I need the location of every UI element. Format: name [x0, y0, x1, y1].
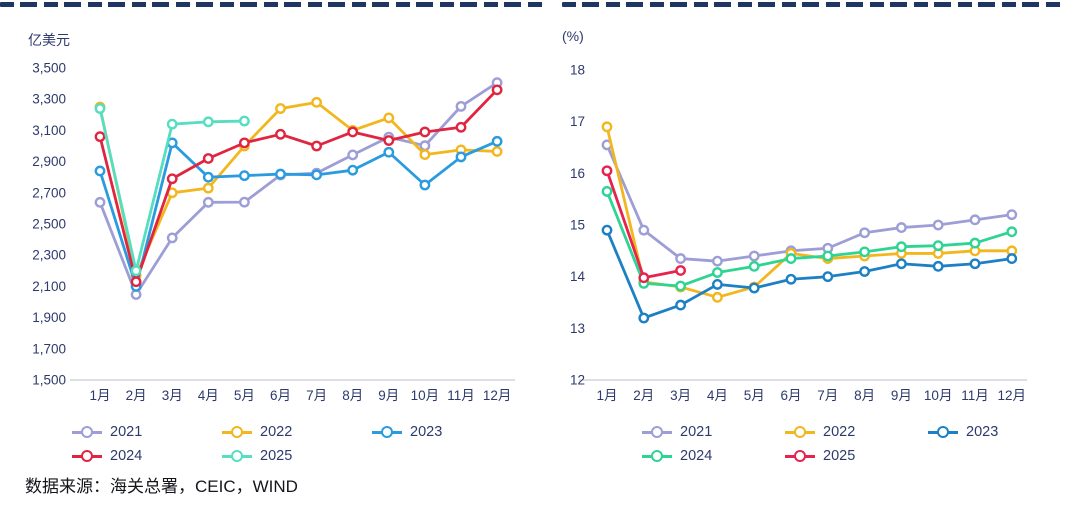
- legend-item-2025: 2025: [222, 448, 372, 464]
- legend-label: 2023: [966, 424, 999, 440]
- svg-text:2,300: 2,300: [32, 248, 66, 263]
- svg-text:7月: 7月: [817, 388, 838, 403]
- legend-item-2023: 2023: [372, 424, 522, 440]
- legend-ring-icon: [794, 426, 806, 438]
- svg-text:13: 13: [570, 321, 585, 336]
- legend-line-marker-icon: [785, 450, 815, 462]
- legend-ring-icon: [381, 426, 393, 438]
- legend-label: 2021: [680, 424, 713, 440]
- svg-text:18: 18: [570, 63, 585, 78]
- svg-text:3,500: 3,500: [32, 61, 66, 76]
- svg-text:2,900: 2,900: [32, 154, 66, 169]
- legend-line-marker-icon: [928, 426, 958, 438]
- svg-text:9月: 9月: [891, 388, 912, 403]
- legend-item-2021: 2021: [642, 424, 785, 440]
- svg-text:5月: 5月: [234, 388, 255, 403]
- svg-text:1月: 1月: [89, 388, 110, 403]
- svg-text:5月: 5月: [744, 388, 765, 403]
- legend-left-chart: 2021 2022 2023 2024 2025: [72, 424, 522, 472]
- legend-line-marker-icon: [785, 426, 815, 438]
- svg-text:3,100: 3,100: [32, 123, 66, 138]
- legend-row: 2024 2025: [72, 448, 522, 464]
- y-axis-unit-label-left: 亿美元: [28, 32, 70, 48]
- legend-line-marker-icon: [222, 450, 252, 462]
- left-chart-canvas: 1,500 1,700 1,900 2,100 2,300 2,500 2,700 2,900…: [32, 61, 515, 403]
- svg-text:6月: 6月: [270, 388, 291, 403]
- svg-text:8月: 8月: [854, 388, 875, 403]
- legend-item-2024: 2024: [72, 448, 222, 464]
- legend-line-marker-icon: [372, 426, 402, 438]
- legend-row: 2021 2022 2023: [642, 424, 1071, 440]
- legend-ring-icon: [231, 450, 243, 462]
- svg-text:1,500: 1,500: [32, 373, 66, 388]
- legend-ring-icon: [794, 450, 806, 462]
- svg-text:16: 16: [570, 166, 585, 181]
- legend-label: 2025: [260, 448, 293, 464]
- legend-label: 2025: [823, 448, 856, 464]
- legend-ring-icon: [937, 426, 949, 438]
- legend-label: 2022: [823, 424, 856, 440]
- legend-ring-icon: [81, 426, 93, 438]
- source-note: 数据来源：海关总署，CEIC，WIND: [25, 477, 298, 496]
- legend-label: 2024: [680, 448, 713, 464]
- svg-text:2,100: 2,100: [32, 279, 66, 294]
- svg-text:12: 12: [570, 373, 585, 388]
- svg-text:2月: 2月: [126, 388, 147, 403]
- legend-item-2022: 2022: [785, 424, 928, 440]
- svg-text:11月: 11月: [961, 388, 989, 403]
- legend-line-marker-icon: [72, 450, 102, 462]
- legend-item-2023: 2023: [928, 424, 1071, 440]
- svg-text:17: 17: [570, 114, 585, 129]
- legend-line-marker-icon: [72, 426, 102, 438]
- svg-text:6月: 6月: [780, 388, 801, 403]
- svg-text:12月: 12月: [483, 388, 512, 403]
- svg-text:3月: 3月: [162, 388, 183, 403]
- legend-label: 2023: [410, 424, 443, 440]
- legend-label: 2021: [110, 424, 143, 440]
- cropped-title-fragment-right: [562, 2, 1064, 7]
- legend-line-marker-icon: [642, 426, 672, 438]
- legend-row: 2021 2022 2023: [72, 424, 522, 440]
- legend-line-marker-icon: [222, 426, 252, 438]
- cropped-title-fragment-left: [0, 2, 545, 7]
- legend-line-marker-icon: [642, 450, 672, 462]
- svg-text:3,300: 3,300: [32, 92, 66, 107]
- right-chart-canvas: 12 13 14 15 16 17 18 1月 2月 3月 4月 5月 6月 7月 8月 9月 10月 11月 12…: [570, 63, 1027, 403]
- svg-text:4月: 4月: [198, 388, 219, 403]
- legend-item-2022: 2022: [222, 424, 372, 440]
- legend-ring-icon: [231, 426, 243, 438]
- legend-ring-icon: [651, 426, 663, 438]
- svg-text:9月: 9月: [378, 388, 399, 403]
- svg-text:11月: 11月: [447, 388, 475, 403]
- svg-text:8月: 8月: [342, 388, 363, 403]
- legend-ring-icon: [651, 450, 663, 462]
- svg-text:2,700: 2,700: [32, 185, 66, 200]
- legend-item-2024: 2024: [642, 448, 785, 464]
- svg-text:10月: 10月: [924, 388, 953, 403]
- svg-text:1月: 1月: [596, 388, 617, 403]
- svg-text:15: 15: [570, 218, 585, 233]
- legend-label: 2022: [260, 424, 293, 440]
- svg-text:3月: 3月: [670, 388, 691, 403]
- svg-text:14: 14: [570, 269, 586, 284]
- svg-text:12月: 12月: [998, 388, 1027, 403]
- legend-row: 2024 2025: [642, 448, 1071, 464]
- legend-item-2025: 2025: [785, 448, 928, 464]
- legend-item-2021: 2021: [72, 424, 222, 440]
- svg-text:4月: 4月: [707, 388, 728, 403]
- svg-text:7月: 7月: [306, 388, 327, 403]
- svg-text:10月: 10月: [411, 388, 440, 403]
- svg-text:1,900: 1,900: [32, 310, 66, 325]
- y-axis-unit-label-right: (%): [562, 28, 584, 44]
- svg-text:2月: 2月: [633, 388, 654, 403]
- svg-text:1,700: 1,700: [32, 341, 66, 356]
- legend-ring-icon: [81, 450, 93, 462]
- legend-label: 2024: [110, 448, 143, 464]
- legend-right-chart: 2021 2022 2023 2024 2025: [642, 424, 1071, 472]
- svg-text:2,500: 2,500: [32, 217, 66, 232]
